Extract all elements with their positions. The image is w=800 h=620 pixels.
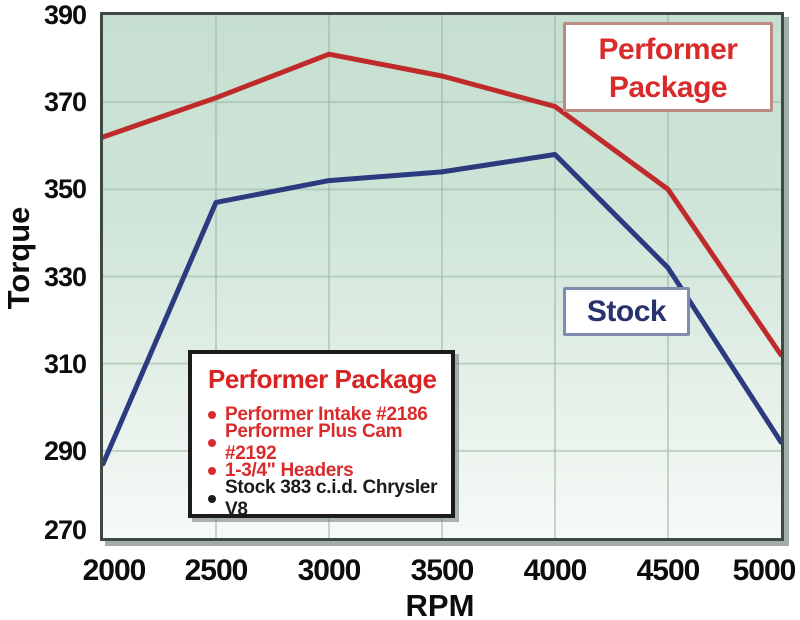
- legend-box: Performer Package Performer Intake #2186…: [188, 350, 455, 520]
- bullet-icon: [208, 467, 216, 475]
- x-tick-label-2000: 2000: [82, 554, 147, 587]
- x-tick-label-4000: 4000: [523, 554, 588, 587]
- stock-line: [103, 152, 781, 467]
- x-tick-label-3000: 3000: [297, 554, 362, 587]
- bullet-icon: [208, 411, 216, 419]
- stock-callout: Stock: [563, 287, 690, 336]
- legend-item-stock-engine: Stock 383 c.i.d. Chrysler V8: [208, 477, 451, 520]
- bullet-icon: [208, 439, 216, 447]
- y-tick-label-330: 330: [43, 262, 87, 292]
- legend-item-text: Performer Plus Cam #2192: [225, 421, 403, 464]
- performer-callout-line2: Package: [608, 71, 728, 104]
- y-tick-label-350: 350: [43, 174, 87, 204]
- x-tick-label-5000: 5000: [732, 554, 797, 587]
- y-tick-label-390: 390: [43, 0, 87, 30]
- y-tick-label-310: 310: [43, 349, 87, 379]
- y-tick-label-370: 370: [43, 87, 87, 117]
- x-tick-label-3500: 3500: [410, 554, 475, 587]
- bullet-icon: [208, 495, 216, 503]
- x-axis-title: RPM: [405, 588, 475, 620]
- legend-item-headers: 1-3/4" Headers: [208, 457, 451, 485]
- plot-area: Performer Package Stock Performer Packag…: [100, 12, 784, 541]
- performer-package-line: [103, 51, 781, 358]
- legend-item-text: Stock 383 c.i.d. Chrysler V8: [225, 477, 438, 520]
- x-tick-label-2500: 2500: [184, 554, 249, 587]
- y-tick-label-270: 270: [43, 515, 87, 545]
- y-tick-label-290: 290: [43, 436, 87, 466]
- legend-item-text: 1-3/4" Headers: [225, 460, 354, 481]
- performer-callout-line1: Performer: [598, 33, 738, 66]
- performer-package-callout: Performer Package: [563, 22, 773, 112]
- legend-item-text: Performer Intake #2186: [225, 404, 428, 425]
- legend-item-intake: Performer Intake #2186: [208, 401, 451, 429]
- legend-title: Performer Package: [208, 364, 437, 394]
- x-tick-label-4500: 4500: [636, 554, 701, 587]
- legend-item-cam: Performer Plus Cam #2192: [208, 421, 451, 464]
